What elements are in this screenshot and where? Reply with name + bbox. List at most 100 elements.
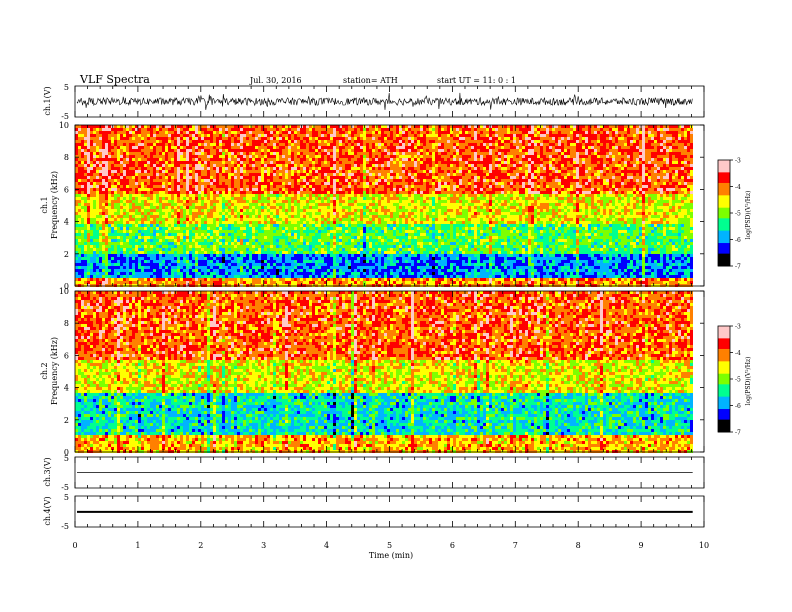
spectrogram-cell (132, 269, 135, 272)
spectrogram-cell (84, 275, 87, 278)
spectrogram-cell (156, 209, 159, 212)
spectrogram-cell (135, 191, 138, 194)
spectrogram-cell (171, 131, 174, 134)
spectrogram-cell (144, 134, 147, 137)
spectrogram-cell (87, 218, 90, 221)
spectrogram-cell (102, 185, 105, 188)
spectrogram-cell (228, 221, 231, 224)
spectrogram-cell (123, 269, 126, 272)
spectrogram-cell (228, 161, 231, 164)
spectrogram-cell (138, 188, 141, 191)
spectrogram-cell (114, 230, 117, 233)
spectrogram-cell (132, 281, 135, 284)
spectrogram-cell (165, 218, 168, 221)
spectrogram-cell (264, 197, 267, 200)
spectrogram-cell (147, 275, 150, 278)
spectrogram-cell (117, 266, 120, 269)
figure-start-time: start UT = 11: 0 : 1 (437, 76, 516, 85)
spectrogram-cell (309, 179, 312, 182)
spectrogram-cell (321, 179, 324, 182)
spectrogram-cell (336, 197, 339, 200)
spectrogram-cell (288, 233, 291, 236)
spectrogram-cell (117, 128, 120, 131)
spectrogram-cell (291, 260, 294, 263)
spectrogram-cell (264, 149, 267, 152)
spectrogram-cell (264, 206, 267, 209)
spectrogram-cell (198, 260, 201, 263)
spectrogram-cell (273, 233, 276, 236)
spectrogram-cell (141, 281, 144, 284)
spectrogram-cell (117, 263, 120, 266)
spectrogram-cell (228, 179, 231, 182)
spectrogram-cell (246, 134, 249, 137)
spectrogram-cell (288, 272, 291, 275)
spectrogram-cell (126, 215, 129, 218)
spectrogram-cell (126, 137, 129, 140)
spectrogram-cell (333, 155, 336, 158)
spectrogram-cell (213, 206, 216, 209)
spectrogram-cell (129, 245, 132, 248)
spectrogram-cell (162, 197, 165, 200)
spectrogram-cell (132, 200, 135, 203)
spectrogram-cell (216, 137, 219, 140)
spectrogram-cell (87, 128, 90, 131)
spectrogram-cell (342, 239, 345, 242)
spectrogram-cell (186, 248, 189, 251)
spectrogram-cell (171, 161, 174, 164)
spectrogram-cell (159, 191, 162, 194)
spectrogram-cell (225, 137, 228, 140)
spectrogram-cell (285, 278, 288, 281)
spectrogram-cell (189, 281, 192, 284)
spectrogram-cell (108, 158, 111, 161)
spectrogram-cell (225, 209, 228, 212)
spectrogram-cell (111, 221, 114, 224)
spectrogram-cell (300, 272, 303, 275)
spectrogram-cell (138, 197, 141, 200)
spectrogram-cell (132, 137, 135, 140)
spectrogram-cell (96, 125, 99, 128)
spectrogram-cell (297, 242, 300, 245)
spectrogram-cell (159, 284, 162, 287)
spectrogram-cell (75, 218, 78, 221)
spectrogram-cell (186, 185, 189, 188)
spectrogram-cell (240, 233, 243, 236)
spectrogram-cell (336, 248, 339, 251)
spectrogram-cell (348, 167, 351, 170)
spectrogram-cell (291, 266, 294, 269)
spectrogram-cell (309, 182, 312, 185)
spectrogram-cell (237, 167, 240, 170)
spectrogram-cell (156, 140, 159, 143)
spectrogram-cell (105, 131, 108, 134)
spectrogram-cell (108, 140, 111, 143)
spectrogram-cell (327, 206, 330, 209)
spectrogram-cell (237, 143, 240, 146)
spectrogram-cell (126, 260, 129, 263)
spectrogram-cell (171, 281, 174, 284)
spectrogram-cell (129, 221, 132, 224)
spectrogram-cell (105, 125, 108, 128)
spectrogram-cell (171, 185, 174, 188)
spectrogram-cell (321, 251, 324, 254)
spectrogram-cell (273, 281, 276, 284)
spectrogram-cell (231, 194, 234, 197)
spectrogram-cell (348, 236, 351, 239)
spectrogram-cell (171, 152, 174, 155)
spectrogram-cell (276, 131, 279, 134)
spectrogram-cell (201, 239, 204, 242)
spectrogram-cell (99, 188, 102, 191)
spectrogram-cell (306, 239, 309, 242)
spectrogram-cell (288, 125, 291, 128)
spectrogram-cell (162, 128, 165, 131)
spectrogram-cell (333, 242, 336, 245)
spectrogram-cell (123, 221, 126, 224)
spectrogram-cell (192, 176, 195, 179)
spectrogram-cell (252, 281, 255, 284)
spectrogram-cell (219, 203, 222, 206)
spectrogram-cell (264, 152, 267, 155)
spectrogram-cell (75, 143, 78, 146)
spectrogram-cell (183, 233, 186, 236)
spectrogram-cell (177, 275, 180, 278)
spectrogram-cell (345, 236, 348, 239)
spectrogram-cell (138, 242, 141, 245)
spectrogram-cell (321, 197, 324, 200)
